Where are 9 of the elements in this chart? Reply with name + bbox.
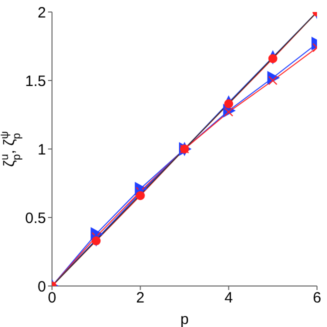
- x-tick-label: 4: [224, 290, 233, 307]
- y-tick-label: 1.5: [25, 72, 46, 90]
- y-tick-label: 2: [38, 4, 46, 22]
- x-axis-title: p: [180, 311, 189, 327]
- y-tick-label: 0.5: [25, 210, 46, 227]
- x-tick-label: 6: [312, 290, 322, 307]
- y-tick-label: 1: [38, 141, 46, 158]
- y-tick-label: 0: [38, 278, 46, 296]
- x-tick-label: 2: [136, 290, 145, 307]
